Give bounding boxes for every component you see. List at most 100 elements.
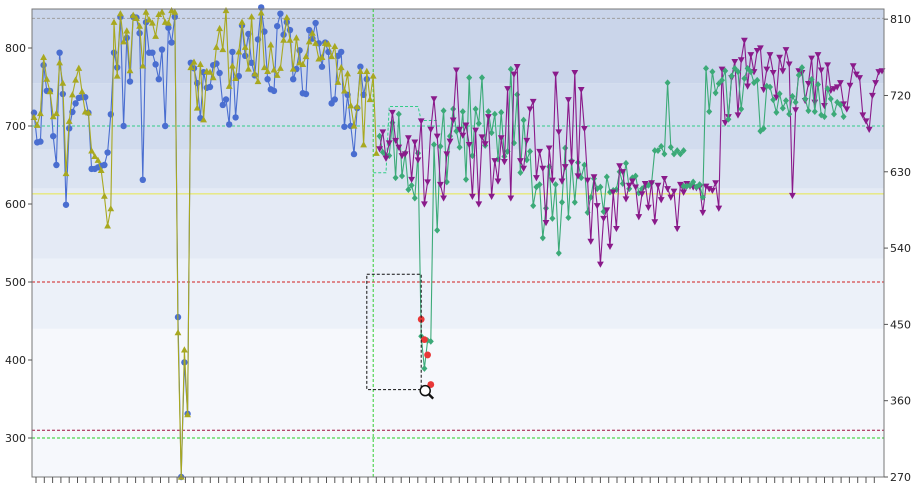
data-point: [437, 142, 444, 150]
data-point: [417, 118, 425, 125]
right-axis-tick-label: 630: [890, 166, 911, 179]
data-point: [107, 111, 115, 118]
plot-frame: [31, 8, 885, 478]
data-point: [315, 55, 323, 62]
right-axis-tick-label: 720: [890, 89, 911, 102]
data-point: [517, 158, 524, 165]
data-point: [735, 68, 741, 76]
data-point: [497, 135, 505, 142]
data-point: [718, 66, 726, 73]
data-point: [270, 87, 278, 95]
data-point: [741, 75, 748, 82]
data-point: [469, 193, 476, 200]
data-point: [699, 209, 707, 217]
data-point: [75, 64, 83, 71]
data-point: [674, 147, 681, 154]
data-point: [373, 149, 380, 156]
data-point: [783, 97, 789, 104]
data-point: [171, 8, 179, 15]
data-point: [549, 177, 556, 184]
data-point: [232, 74, 239, 82]
data-point: [181, 346, 188, 353]
zoom-selection-box: [366, 273, 422, 391]
data-point: [264, 76, 271, 83]
data-point: [107, 205, 115, 212]
data-point: [113, 72, 121, 79]
data-point: [581, 161, 588, 169]
data-point: [248, 13, 255, 20]
data-series: [376, 65, 687, 372]
magnifier-handle: [427, 393, 435, 400]
data-point: [645, 204, 652, 211]
data-point: [824, 62, 831, 69]
data-point: [597, 261, 604, 268]
data-point: [513, 64, 521, 71]
right-axis-tick-label: 270: [890, 471, 911, 484]
data-point: [831, 110, 837, 118]
data-point: [33, 121, 41, 128]
data-point: [389, 109, 396, 117]
data-point: [453, 67, 460, 74]
data-point: [120, 38, 127, 45]
data-point: [651, 147, 658, 154]
data-point: [50, 132, 57, 140]
data-point: [312, 19, 319, 27]
data-point: [101, 192, 108, 199]
data-point: [155, 76, 162, 83]
data-point: [152, 32, 159, 39]
background-band: [32, 188, 884, 259]
data-point: [155, 10, 163, 18]
data-point: [414, 157, 422, 164]
data-point: [353, 102, 361, 110]
data-point: [648, 180, 655, 187]
data-point: [837, 80, 844, 87]
data-point: [552, 181, 559, 188]
data-point: [517, 169, 524, 177]
data-point: [760, 125, 767, 132]
data-point: [158, 8, 166, 15]
data-point: [312, 39, 319, 46]
data-point: [869, 92, 876, 100]
data-point: [136, 22, 143, 29]
data-point: [379, 148, 386, 156]
data-point: [85, 109, 92, 116]
data-point: [165, 19, 172, 26]
data-point: [434, 226, 441, 234]
data-point: [709, 187, 716, 195]
data-point: [347, 102, 355, 109]
data-point: [440, 195, 447, 202]
data-point: [290, 76, 297, 83]
data-point: [785, 61, 793, 68]
data-point: [443, 151, 451, 158]
data-point: [62, 169, 70, 177]
left-axis-tick-label: 700: [5, 120, 26, 133]
right-axis-tick-label: 360: [890, 395, 911, 408]
data-point: [802, 95, 809, 103]
data-point: [376, 146, 383, 153]
data-point: [862, 118, 870, 125]
data-point: [357, 63, 364, 70]
data-point: [747, 52, 755, 59]
data-point: [597, 183, 604, 191]
data-point: [299, 60, 307, 67]
data-point: [248, 59, 255, 67]
data-point: [510, 71, 518, 78]
data-point: [494, 178, 502, 185]
data-point: [283, 19, 290, 26]
data-point: [507, 195, 515, 202]
data-point: [222, 6, 230, 14]
data-point: [225, 82, 233, 89]
data-point: [197, 60, 204, 67]
data-point: [632, 172, 639, 180]
data-point: [799, 64, 805, 71]
data-point: [536, 148, 543, 156]
data-point: [821, 113, 828, 121]
data-point: [139, 62, 147, 69]
data-point: [475, 120, 482, 127]
data-point: [133, 14, 140, 21]
data-point: [129, 11, 137, 18]
data-point: [328, 52, 335, 60]
data-point: [72, 100, 79, 107]
data-point: [840, 113, 847, 121]
